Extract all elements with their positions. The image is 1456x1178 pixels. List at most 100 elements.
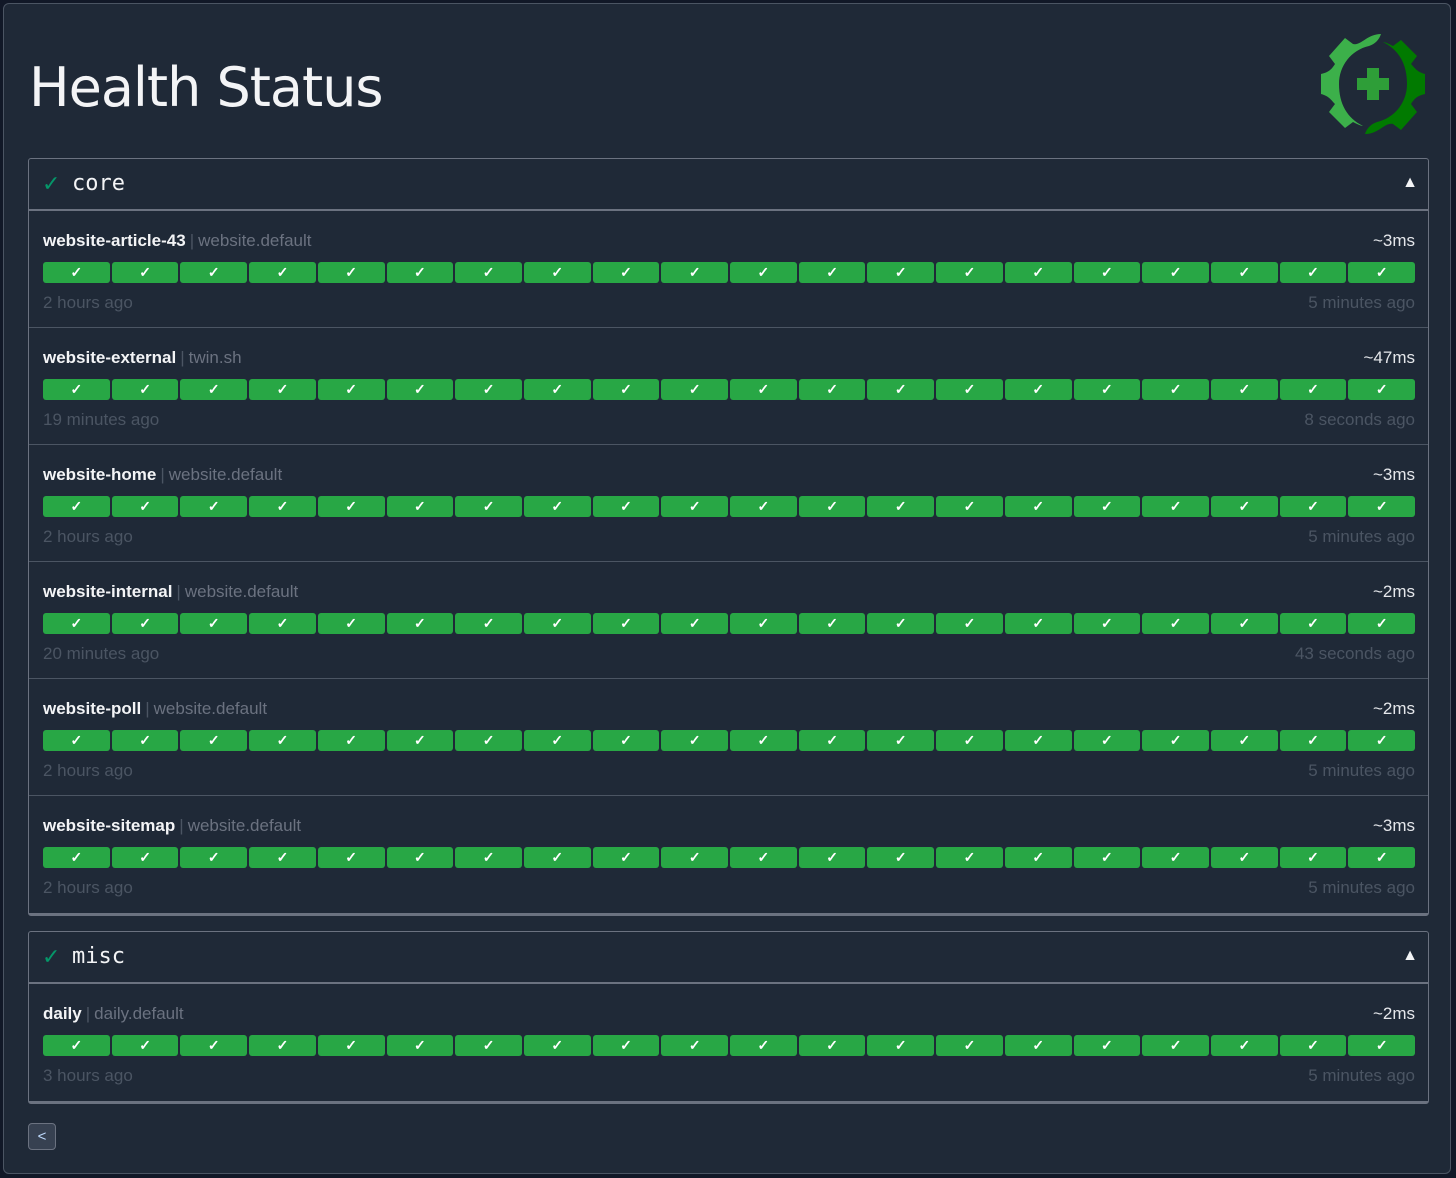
result-bar-success[interactable]: ✓ bbox=[936, 1034, 1003, 1056]
endpoint-name[interactable]: website-poll bbox=[43, 699, 142, 718]
endpoint-title[interactable]: website-sitemap | website.default bbox=[43, 816, 301, 836]
result-bar-success[interactable]: ✓ bbox=[1348, 613, 1416, 634]
result-bar-success[interactable]: ✓ bbox=[1279, 730, 1347, 751]
result-bar-success[interactable]: ✓ bbox=[798, 1034, 866, 1056]
endpoint-title[interactable]: website-poll | website.default bbox=[43, 699, 267, 719]
result-bar-success[interactable]: ✓ bbox=[180, 496, 248, 517]
result-bar-success[interactable]: ✓ bbox=[386, 730, 454, 751]
result-bar-success[interactable]: ✓ bbox=[936, 262, 1003, 283]
result-bar-success[interactable]: ✓ bbox=[1073, 847, 1141, 868]
result-bar-success[interactable]: ✓ bbox=[730, 496, 797, 517]
result-bar-success[interactable]: ✓ bbox=[730, 613, 797, 634]
result-bar-success[interactable]: ✓ bbox=[386, 613, 454, 634]
result-bar-success[interactable]: ✓ bbox=[1348, 847, 1416, 868]
result-bar-success[interactable]: ✓ bbox=[455, 379, 522, 400]
result-bar-success[interactable]: ✓ bbox=[180, 262, 248, 283]
result-bar-success[interactable]: ✓ bbox=[798, 613, 866, 634]
result-bar-success[interactable]: ✓ bbox=[661, 613, 729, 634]
result-bar-success[interactable]: ✓ bbox=[1279, 262, 1347, 283]
result-bar-success[interactable]: ✓ bbox=[661, 847, 729, 868]
result-bar-success[interactable]: ✓ bbox=[317, 730, 385, 751]
result-bar-success[interactable]: ✓ bbox=[936, 613, 1003, 634]
result-bar-success[interactable]: ✓ bbox=[661, 1034, 729, 1056]
result-bar-success[interactable]: ✓ bbox=[867, 730, 935, 751]
result-bar-success[interactable]: ✓ bbox=[1073, 1034, 1141, 1056]
result-bar-success[interactable]: ✓ bbox=[386, 1034, 454, 1056]
result-bar-success[interactable]: ✓ bbox=[730, 262, 797, 283]
result-bar-success[interactable]: ✓ bbox=[1004, 847, 1072, 868]
result-bar-success[interactable]: ✓ bbox=[1348, 496, 1416, 517]
result-bar-success[interactable]: ✓ bbox=[1348, 262, 1416, 283]
result-bar-success[interactable]: ✓ bbox=[867, 262, 935, 283]
result-bar-success[interactable]: ✓ bbox=[111, 379, 179, 400]
result-bar-success[interactable]: ✓ bbox=[455, 1034, 522, 1056]
result-bar-success[interactable]: ✓ bbox=[386, 847, 454, 868]
result-bar-success[interactable]: ✓ bbox=[111, 262, 179, 283]
result-bar-success[interactable]: ✓ bbox=[1142, 730, 1209, 751]
result-bar-success[interactable]: ✓ bbox=[455, 613, 522, 634]
result-bar-success[interactable]: ✓ bbox=[386, 496, 454, 517]
result-bar-success[interactable]: ✓ bbox=[523, 847, 591, 868]
result-bar-success[interactable]: ✓ bbox=[867, 496, 935, 517]
result-bar-success[interactable]: ✓ bbox=[1210, 613, 1278, 634]
result-bar-success[interactable]: ✓ bbox=[936, 496, 1003, 517]
result-bar-success[interactable]: ✓ bbox=[730, 847, 797, 868]
result-bar-success[interactable]: ✓ bbox=[249, 613, 316, 634]
result-bar-success[interactable]: ✓ bbox=[936, 379, 1003, 400]
result-bar-success[interactable]: ✓ bbox=[455, 262, 522, 283]
result-bar-success[interactable]: ✓ bbox=[1073, 262, 1141, 283]
result-bar-success[interactable]: ✓ bbox=[661, 379, 729, 400]
result-bar-success[interactable]: ✓ bbox=[1004, 379, 1072, 400]
result-bar-success[interactable]: ✓ bbox=[111, 613, 179, 634]
result-bar-success[interactable]: ✓ bbox=[592, 496, 660, 517]
result-bar-success[interactable]: ✓ bbox=[317, 262, 385, 283]
result-bar-success[interactable]: ✓ bbox=[1279, 847, 1347, 868]
result-bar-success[interactable]: ✓ bbox=[592, 730, 660, 751]
result-bar-success[interactable]: ✓ bbox=[455, 730, 522, 751]
result-bar-success[interactable]: ✓ bbox=[249, 496, 316, 517]
endpoint-name[interactable]: website-internal bbox=[43, 582, 173, 601]
result-bar-success[interactable]: ✓ bbox=[867, 379, 935, 400]
result-bar-success[interactable]: ✓ bbox=[249, 379, 316, 400]
result-bar-success[interactable]: ✓ bbox=[1073, 613, 1141, 634]
result-bar-success[interactable]: ✓ bbox=[936, 730, 1003, 751]
result-bar-success[interactable]: ✓ bbox=[730, 730, 797, 751]
result-bar-success[interactable]: ✓ bbox=[1142, 613, 1209, 634]
result-bar-success[interactable]: ✓ bbox=[798, 496, 866, 517]
result-bar-success[interactable]: ✓ bbox=[111, 496, 179, 517]
result-bar-success[interactable]: ✓ bbox=[43, 847, 110, 868]
result-bar-success[interactable]: ✓ bbox=[317, 379, 385, 400]
result-bar-success[interactable]: ✓ bbox=[111, 1034, 179, 1056]
result-bar-success[interactable]: ✓ bbox=[592, 613, 660, 634]
result-bar-success[interactable]: ✓ bbox=[317, 496, 385, 517]
endpoint-name[interactable]: website-external bbox=[43, 348, 177, 367]
group-header[interactable]: ✓ core ▲ bbox=[29, 159, 1428, 211]
result-bar-success[interactable]: ✓ bbox=[936, 847, 1003, 868]
result-bar-success[interactable]: ✓ bbox=[43, 496, 110, 517]
result-bar-success[interactable]: ✓ bbox=[1142, 847, 1209, 868]
result-bar-success[interactable]: ✓ bbox=[249, 262, 316, 283]
result-bar-success[interactable]: ✓ bbox=[798, 262, 866, 283]
endpoint-title[interactable]: website-external | twin.sh bbox=[43, 348, 242, 368]
result-bar-success[interactable]: ✓ bbox=[386, 262, 454, 283]
result-bar-success[interactable]: ✓ bbox=[111, 847, 179, 868]
result-bar-success[interactable]: ✓ bbox=[1004, 262, 1072, 283]
result-bar-success[interactable]: ✓ bbox=[1210, 847, 1278, 868]
result-bar-success[interactable]: ✓ bbox=[523, 496, 591, 517]
result-bar-success[interactable]: ✓ bbox=[1142, 496, 1209, 517]
result-bar-success[interactable]: ✓ bbox=[798, 379, 866, 400]
result-bar-success[interactable]: ✓ bbox=[661, 262, 729, 283]
endpoint-name[interactable]: website-article-43 bbox=[43, 231, 186, 250]
result-bar-success[interactable]: ✓ bbox=[523, 379, 591, 400]
result-bar-success[interactable]: ✓ bbox=[249, 1034, 316, 1056]
result-bar-success[interactable]: ✓ bbox=[798, 730, 866, 751]
result-bar-success[interactable]: ✓ bbox=[317, 613, 385, 634]
result-bar-success[interactable]: ✓ bbox=[1004, 1034, 1072, 1056]
result-bar-success[interactable]: ✓ bbox=[1210, 730, 1278, 751]
result-bar-success[interactable]: ✓ bbox=[1279, 379, 1347, 400]
endpoint-title[interactable]: website-internal | website.default bbox=[43, 582, 298, 602]
result-bar-success[interactable]: ✓ bbox=[523, 1034, 591, 1056]
group-header[interactable]: ✓ misc ▲ bbox=[29, 932, 1428, 984]
result-bar-success[interactable]: ✓ bbox=[1142, 379, 1209, 400]
result-bar-success[interactable]: ✓ bbox=[455, 847, 522, 868]
